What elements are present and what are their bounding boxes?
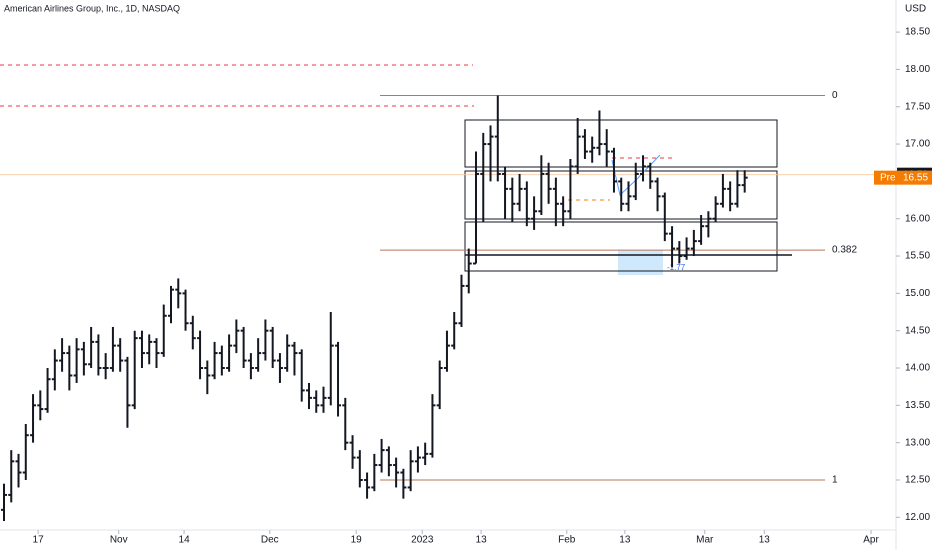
y-tick-label: 12.50	[905, 475, 930, 486]
currency: USD	[905, 4, 926, 15]
x-tick-label: Apr	[863, 535, 879, 546]
x-tick-label: Dec	[261, 535, 279, 546]
y-tick-label: 15.50	[905, 251, 930, 262]
chart-title: American Airlines Group, Inc., 1D, NASDA…	[4, 3, 180, 13]
pre-badge	[874, 170, 932, 185]
range-box	[464, 221, 778, 272]
x-tick-label: 19	[351, 535, 363, 546]
x-tick-label: 13	[476, 535, 488, 546]
y-tick-label: 18.00	[905, 64, 930, 75]
pre-price-label: 16.55	[903, 172, 928, 183]
x-tick-label: 13	[619, 535, 631, 546]
x-tick-label: 13	[759, 535, 771, 546]
y-tick-label: 14.50	[905, 325, 930, 336]
y-tick-label: 13.50	[905, 400, 930, 411]
y-tick-label: 15.00	[905, 288, 930, 299]
x-tick-label: Mar	[696, 535, 714, 546]
y-tick-label: 17.50	[905, 101, 930, 112]
pre-label: Pre	[880, 172, 896, 183]
y-tick-label: 18.50	[905, 27, 930, 38]
x-tick-label: Feb	[558, 535, 576, 546]
y-tick-label: 12.00	[905, 512, 930, 523]
x-tick-label: 14	[179, 535, 191, 546]
y-tick-label: 14.00	[905, 363, 930, 374]
fib-label: 1	[832, 475, 838, 486]
range-box	[464, 170, 778, 220]
range-box	[464, 119, 778, 168]
y-tick-label: 17.00	[905, 139, 930, 150]
y-tick-label: 16.00	[905, 213, 930, 224]
fib-label: 0.382	[832, 245, 857, 256]
fib-label: 0	[832, 90, 838, 101]
drawings	[0, 64, 792, 275]
x-tick-label: 2023	[411, 535, 434, 546]
y-tick-label: 13.00	[905, 437, 930, 448]
x-tick-label: Nov	[110, 535, 128, 546]
x-tick-label: 17	[33, 535, 45, 546]
measure-label: -1.77	[667, 263, 686, 272]
